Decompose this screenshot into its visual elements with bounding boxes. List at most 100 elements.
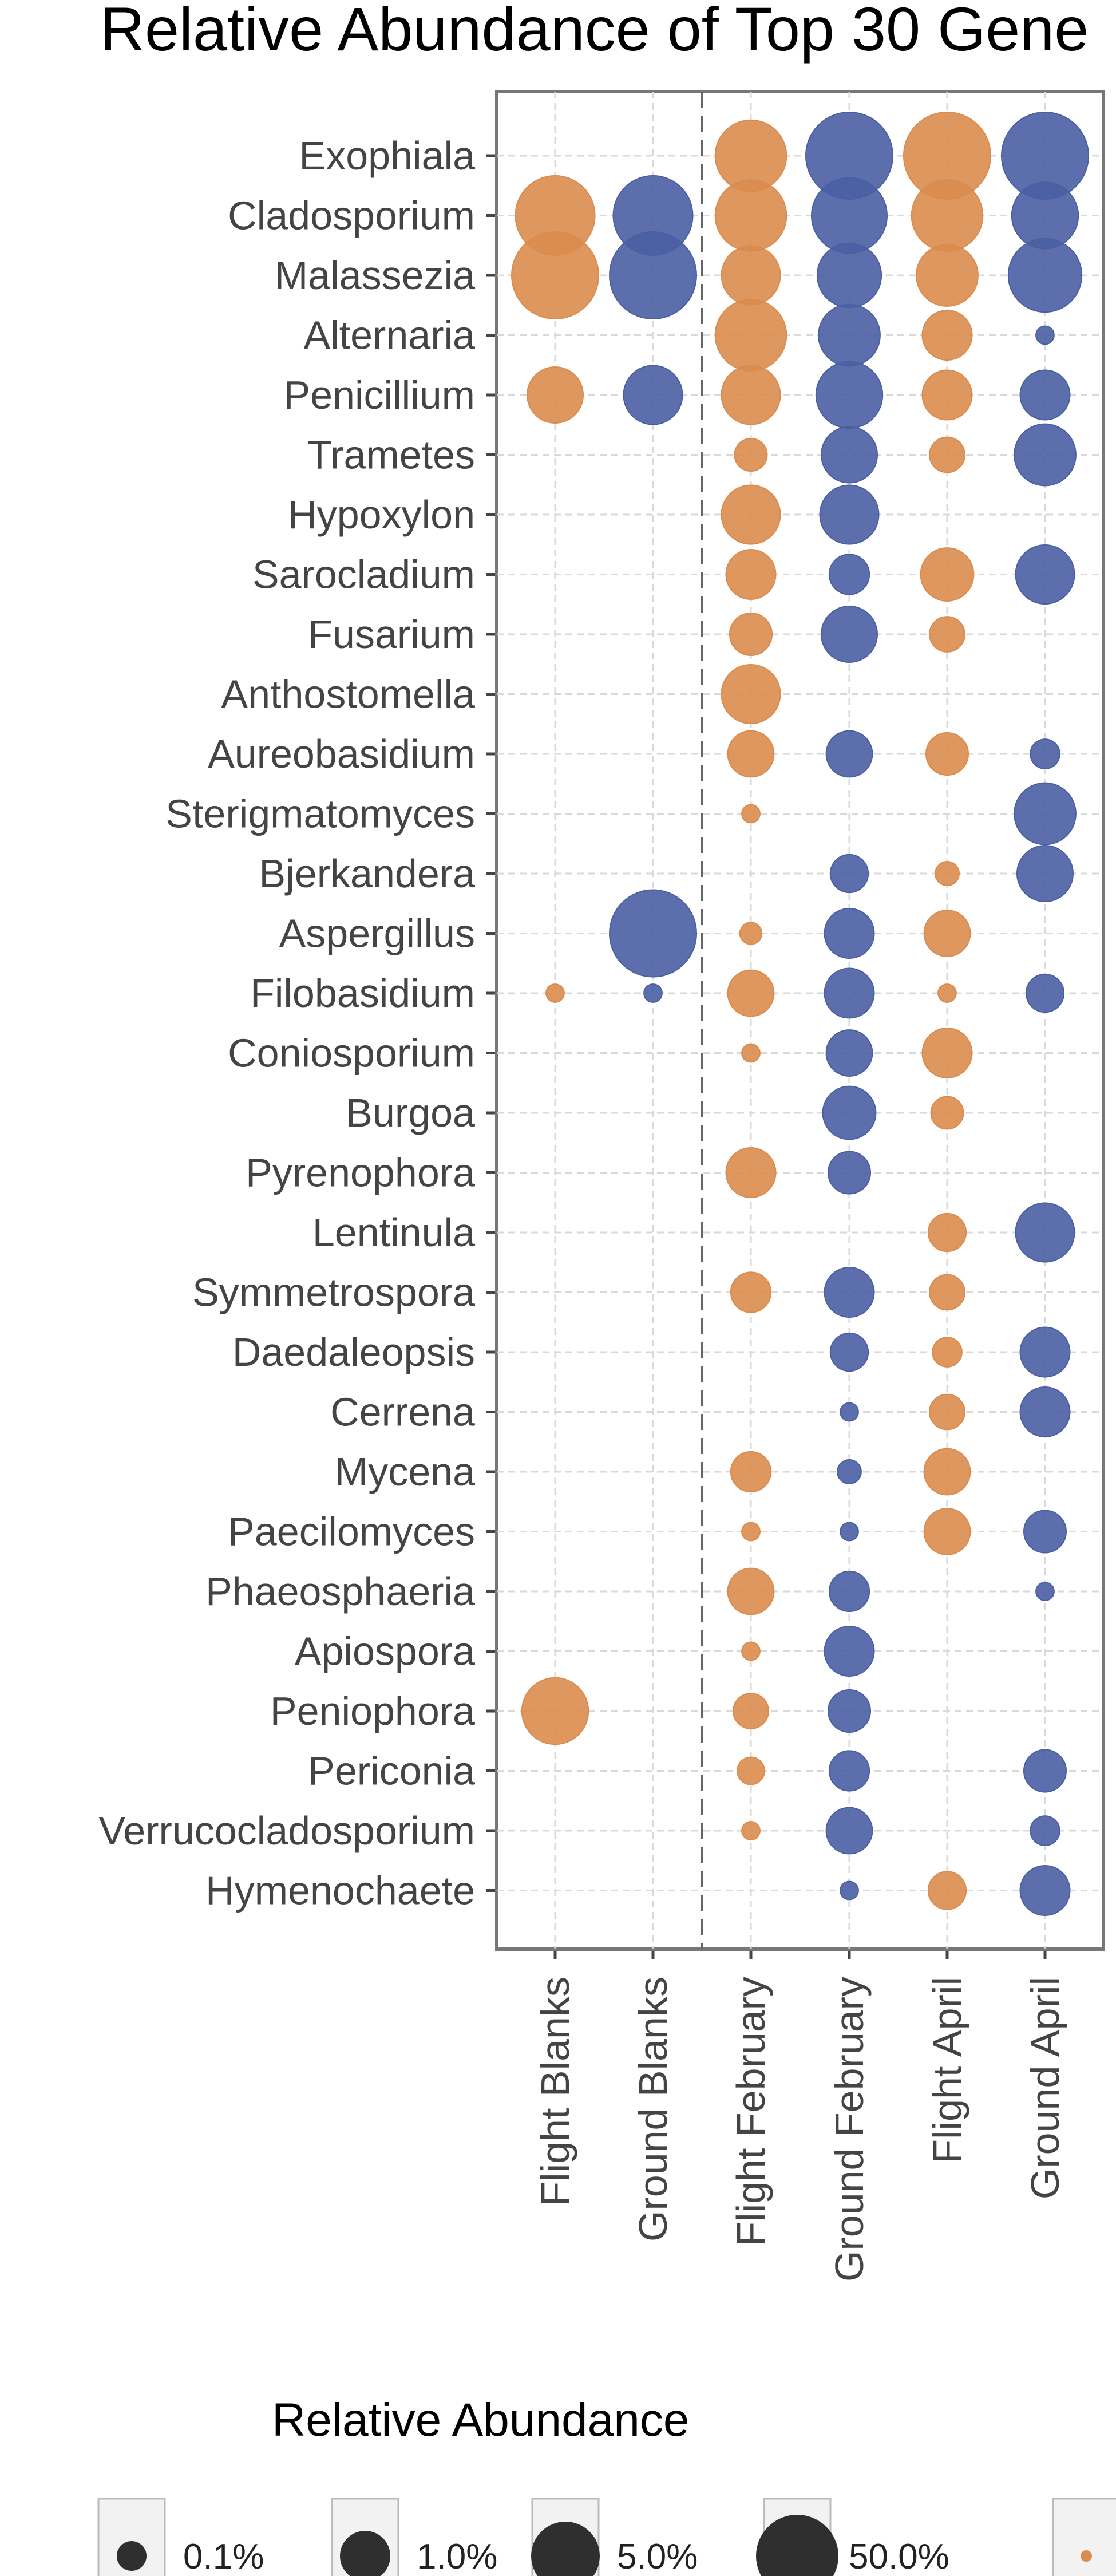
data-point — [730, 1271, 772, 1313]
y-tick-label: Alternaria — [303, 313, 475, 358]
legend-label: 0.1% — [183, 2537, 264, 2576]
y-tick-label: Apiospora — [295, 1629, 475, 1674]
data-point — [609, 231, 697, 319]
legend-color-dot — [1081, 2550, 1092, 2562]
data-point — [840, 1402, 859, 1422]
data-point — [937, 983, 957, 1003]
data-point — [825, 730, 873, 778]
data-point — [609, 889, 697, 978]
data-point — [725, 1147, 777, 1198]
x-tick-label: Ground April — [1023, 1977, 1067, 2199]
y-tick-label: Hymenochaete — [205, 1868, 475, 1913]
data-point — [840, 1880, 859, 1901]
data-point — [935, 861, 960, 886]
legend-key-color — [1052, 2498, 1116, 2576]
data-point — [1030, 738, 1060, 769]
data-point — [725, 549, 777, 600]
data-point — [837, 1459, 862, 1484]
y-tick-label: Daedaleopsis — [232, 1330, 475, 1374]
data-point — [828, 1570, 870, 1613]
y-tick-label: Cladosporium — [228, 193, 475, 238]
y-tick-label: Verrucocladosporium — [98, 1808, 475, 1853]
y-tick-label: Exophiala — [299, 133, 476, 178]
data-point — [1019, 369, 1071, 421]
data-point — [739, 922, 763, 945]
data-point — [927, 1212, 967, 1253]
y-tick-label: Paecilomyces — [228, 1510, 475, 1554]
legend-dot — [756, 2515, 838, 2576]
y-tick-label: Sterigmatomyces — [165, 792, 475, 836]
data-point — [819, 484, 880, 545]
y-tick-label: Trametes — [307, 433, 475, 477]
x-tick-label: Flight February — [729, 1977, 773, 2246]
x-tick-label: Flight April — [925, 1977, 969, 2164]
data-point — [821, 426, 878, 484]
size-legend: 0.1% 1.0% 5.0% 50.0% — [97, 2498, 1116, 2576]
data-point — [828, 1689, 871, 1733]
legend-label: 50.0% — [849, 2537, 949, 2576]
data-points — [511, 112, 1089, 1916]
data-point — [825, 1807, 873, 1855]
data-point — [737, 1756, 765, 1785]
data-point — [923, 910, 971, 957]
y-tick-label: Malassezia — [275, 253, 475, 298]
y-tick-label: Filobasidium — [250, 971, 475, 1016]
x-axis: Flight Blanks Ground Blanks Flight Februar… — [533, 1951, 1067, 2282]
data-point — [927, 1871, 967, 1910]
data-point — [1019, 1865, 1071, 1916]
data-point — [1030, 1815, 1060, 1846]
y-tick-label: Lentinula — [312, 1210, 475, 1255]
y-tick-label: Coniosporium — [228, 1031, 475, 1076]
data-point — [714, 299, 787, 372]
data-point — [824, 1267, 875, 1318]
data-point — [921, 369, 973, 421]
y-axis: Exophiala Cladosporium Malassezia Alternari… — [98, 133, 495, 1913]
data-point — [920, 547, 975, 602]
data-point — [521, 1677, 589, 1745]
y-tick-label: Mycena — [335, 1449, 475, 1494]
data-point — [824, 908, 875, 959]
data-point — [921, 1028, 973, 1078]
data-point — [925, 732, 969, 776]
y-tick-label: Periconia — [308, 1749, 475, 1793]
data-point — [1014, 423, 1077, 487]
data-point — [721, 664, 781, 724]
data-point — [921, 310, 973, 361]
data-point — [829, 1332, 869, 1372]
grid-lines — [497, 92, 1103, 1949]
x-tick-label: Flight Blanks — [533, 1977, 577, 2206]
data-point — [721, 484, 781, 545]
data-point — [721, 365, 781, 425]
data-point — [527, 366, 584, 424]
plot-panel — [495, 90, 1105, 1951]
data-point — [741, 804, 761, 824]
data-point — [1025, 973, 1065, 1013]
y-tick-label: Anthostomella — [221, 672, 475, 717]
data-point — [727, 1567, 775, 1615]
data-point — [511, 231, 599, 319]
legend-label: 5.0% — [617, 2537, 698, 2576]
data-point — [1015, 1202, 1075, 1263]
y-tick-label: Symmetrospora — [192, 1270, 475, 1315]
data-point — [730, 1451, 772, 1493]
data-point — [929, 1393, 965, 1431]
data-point — [1019, 1326, 1071, 1378]
y-tick-label: Cerrena — [330, 1390, 475, 1435]
data-point — [714, 179, 787, 252]
x-tick-label: Ground February — [827, 1977, 872, 2282]
data-point — [828, 1750, 870, 1792]
legend-dot — [117, 2541, 147, 2571]
y-tick-label: Hypoxylon — [288, 492, 475, 537]
legend-title: Relative Abundance — [272, 2394, 689, 2446]
data-point — [923, 1448, 971, 1496]
data-point — [1014, 782, 1077, 846]
data-point — [741, 1043, 761, 1063]
legend-label: 1.0% — [417, 2537, 497, 2576]
data-point — [727, 969, 775, 1017]
data-point — [930, 1096, 964, 1130]
data-point — [734, 438, 768, 472]
data-point — [828, 554, 870, 595]
data-point — [623, 365, 683, 425]
x-tick-label: Ground Blanks — [631, 1977, 675, 2242]
